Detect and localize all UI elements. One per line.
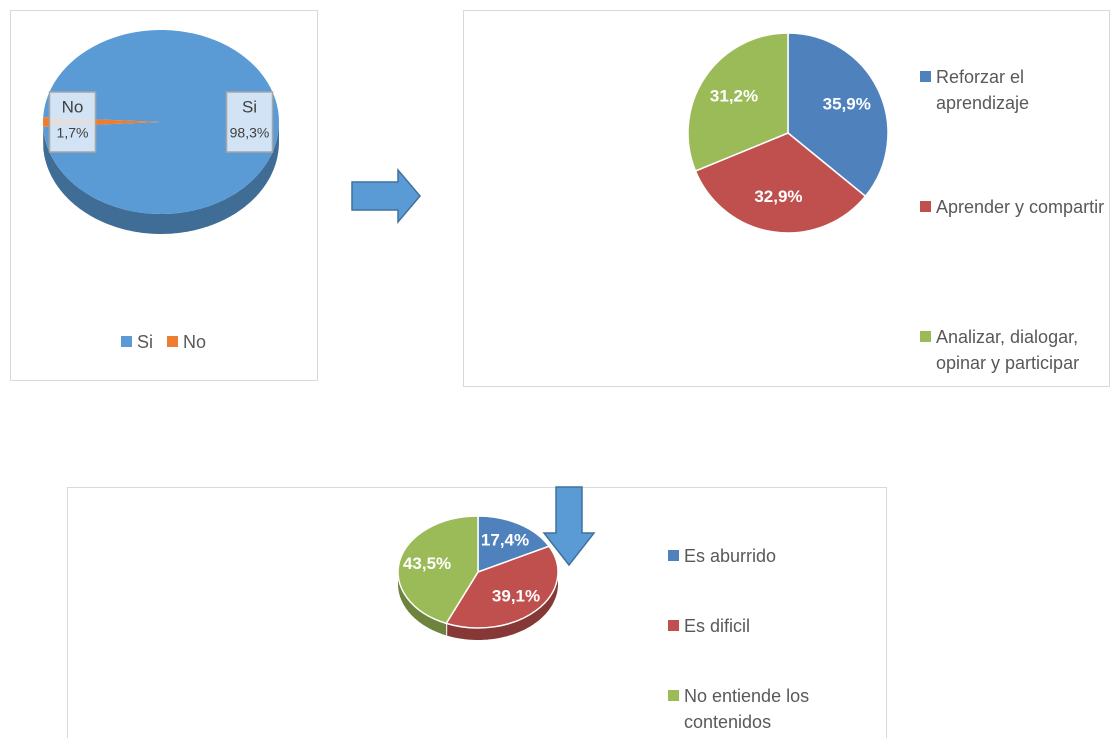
legend-item: Reforzar el aprendizaje bbox=[920, 64, 1110, 116]
legend-swatch bbox=[920, 71, 931, 82]
slice-category: Si bbox=[242, 97, 257, 116]
legend-swatch bbox=[920, 331, 931, 342]
slice bbox=[687, 32, 789, 172]
slice-side bbox=[43, 122, 279, 234]
legend-label: No entiende los contenidos bbox=[684, 686, 810, 732]
value-label: 1,7% bbox=[57, 125, 89, 141]
value-label: 98,3% bbox=[230, 125, 270, 141]
legend-item: Si bbox=[120, 329, 153, 355]
legend: Si No bbox=[0, 329, 327, 355]
value-label: 43,5% bbox=[403, 554, 451, 573]
label-box bbox=[48, 91, 97, 153]
legend-swatch bbox=[668, 690, 679, 701]
slice-category: No bbox=[62, 97, 84, 116]
legend-label: Analizar, dialogar, opinar y participar bbox=[936, 327, 1080, 373]
slice-side bbox=[447, 572, 558, 640]
legend-item: Es aburrido bbox=[668, 543, 878, 569]
legend-swatch bbox=[920, 201, 931, 212]
legend-item: Es dificil bbox=[668, 613, 878, 639]
value-label: 35,9% bbox=[823, 95, 871, 114]
legend-label: Es aburrido bbox=[684, 546, 777, 566]
legend-label: Aprender y compartir bbox=[936, 197, 1105, 217]
slice bbox=[787, 32, 889, 198]
slice bbox=[445, 545, 559, 629]
arrow-down bbox=[542, 486, 596, 567]
legend-item: No entiende los contenidos bbox=[668, 683, 878, 735]
legend-swatch bbox=[120, 336, 132, 347]
legend-item: Aprender y compartir bbox=[920, 194, 1110, 220]
slice bbox=[397, 515, 479, 625]
arrow-right bbox=[351, 167, 421, 225]
legend-swatch bbox=[668, 550, 679, 561]
legend-label: Si bbox=[136, 332, 153, 352]
value-label: 39,1% bbox=[492, 586, 540, 605]
value-label: 32,9% bbox=[754, 187, 802, 206]
legend-swatch bbox=[167, 336, 178, 347]
slice bbox=[43, 30, 280, 214]
legend-item: Analizar, dialogar, opinar y participar bbox=[920, 324, 1110, 376]
legend-swatch bbox=[668, 620, 679, 631]
legend-label: Reforzar el aprendizaje bbox=[936, 67, 1030, 113]
legend-label: Es dificil bbox=[684, 616, 751, 636]
pies: Si 98,3% No 1,7% 35,9% 32,9% 31,2% 17,4% 39,1% 43… bbox=[43, 30, 889, 640]
legend-item: No bbox=[167, 329, 206, 355]
value-label: 31,2% bbox=[710, 86, 758, 105]
slice bbox=[694, 132, 867, 234]
label-box bbox=[225, 91, 274, 153]
legend-label: No bbox=[183, 332, 207, 352]
slice bbox=[477, 515, 551, 574]
value-label: 17,4% bbox=[481, 530, 529, 549]
